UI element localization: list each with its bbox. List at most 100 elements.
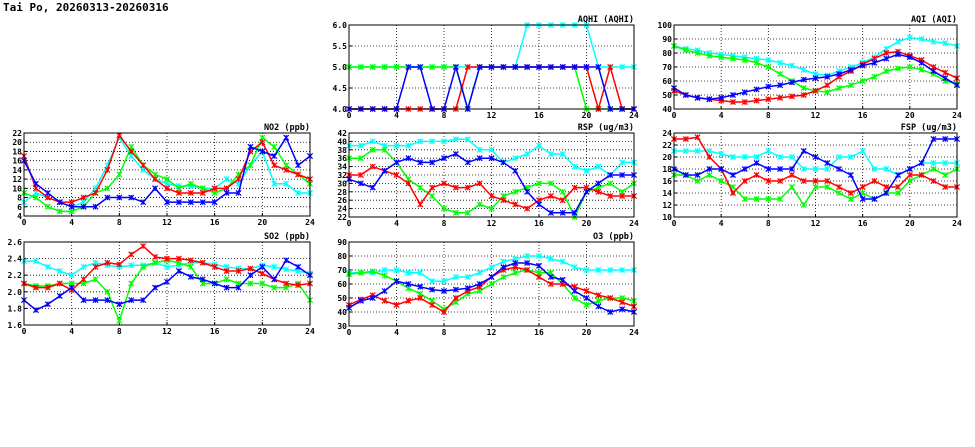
page-title: Tai Po, 20260313-20260316 bbox=[3, 1, 169, 14]
data-point bbox=[488, 146, 495, 153]
data-point bbox=[765, 63, 772, 71]
y-tick-label: 40 bbox=[662, 105, 672, 114]
data-point bbox=[571, 209, 578, 216]
data-point bbox=[80, 297, 87, 304]
data-point bbox=[283, 180, 290, 187]
data-point bbox=[741, 89, 748, 96]
data-point bbox=[417, 63, 424, 71]
data-point bbox=[393, 301, 400, 309]
plot-frame bbox=[348, 241, 635, 327]
data-point bbox=[163, 176, 171, 183]
x-tick-label: 16 bbox=[858, 111, 868, 120]
data-point bbox=[824, 73, 831, 80]
data-point bbox=[452, 273, 459, 281]
data-point bbox=[583, 294, 590, 302]
data-point bbox=[535, 142, 543, 149]
aqi-chart: 0 4 8 12 16 20 24 40 50 60 70 80 90 100 AQI (AQI) bbox=[658, 15, 962, 120]
x-tick-label: 16 bbox=[210, 218, 220, 227]
y-tick-label: 6.0 bbox=[333, 21, 348, 30]
y-tick-label: 18 bbox=[12, 147, 22, 156]
data-point bbox=[812, 177, 819, 185]
y-tick-label: 70 bbox=[662, 63, 672, 72]
data-point bbox=[595, 188, 602, 195]
y-tick-label: 60 bbox=[337, 280, 347, 289]
data-point bbox=[476, 201, 483, 208]
y-tick-label: 20 bbox=[12, 138, 22, 147]
data-point bbox=[559, 150, 566, 158]
data-point bbox=[777, 82, 784, 89]
data-point bbox=[163, 185, 171, 192]
data-point bbox=[92, 297, 99, 304]
data-point bbox=[906, 63, 913, 71]
data-point bbox=[500, 264, 507, 271]
x-tick-label: 20 bbox=[258, 218, 268, 227]
data-point bbox=[32, 284, 39, 291]
data-point bbox=[535, 63, 543, 71]
data-point bbox=[571, 264, 578, 271]
data-point bbox=[235, 189, 242, 196]
data-point bbox=[930, 177, 937, 185]
y-tick-label: 90 bbox=[662, 35, 672, 44]
fsp-chart: 0 4 8 12 16 20 24 10 12 14 16 18 20 22 24 FSP (ug/m3) bbox=[662, 123, 962, 228]
o3-chart: 0 4 8 12 16 20 24 30 40 50 60 70 80 90 O3 (ppb) bbox=[337, 232, 639, 337]
data-point bbox=[559, 258, 566, 265]
data-point bbox=[571, 63, 578, 71]
data-point bbox=[405, 297, 412, 304]
data-point bbox=[694, 49, 701, 57]
data-point bbox=[476, 63, 483, 71]
data-point bbox=[824, 159, 831, 167]
data-point bbox=[512, 167, 519, 174]
x-tick-label: 4 bbox=[69, 327, 74, 336]
y-tick-label: 5.5 bbox=[333, 42, 348, 51]
data-point bbox=[741, 56, 748, 64]
data-point bbox=[788, 183, 795, 191]
data-point bbox=[883, 55, 890, 62]
data-point bbox=[836, 189, 843, 197]
data-point bbox=[32, 194, 39, 201]
x-tick-label: 24 bbox=[629, 219, 639, 228]
data-point bbox=[942, 40, 949, 47]
data-point bbox=[765, 83, 772, 90]
y-tick-label: 5.0 bbox=[333, 63, 348, 72]
data-point bbox=[706, 52, 713, 59]
data-point bbox=[80, 276, 87, 283]
data-point bbox=[918, 66, 925, 73]
data-point bbox=[824, 89, 831, 96]
data-point bbox=[800, 177, 807, 185]
data-point bbox=[547, 150, 554, 158]
data-point bbox=[524, 188, 531, 195]
data-point bbox=[369, 163, 376, 170]
plot-frame bbox=[348, 24, 635, 110]
data-point bbox=[417, 269, 424, 276]
data-point bbox=[128, 262, 135, 269]
data-point bbox=[452, 63, 459, 71]
x-tick-label: 0 bbox=[672, 219, 677, 228]
data-point bbox=[512, 155, 519, 162]
y-tick-label: 8 bbox=[17, 194, 22, 203]
data-point bbox=[369, 294, 376, 302]
data-point bbox=[152, 176, 159, 183]
data-point bbox=[512, 259, 519, 267]
data-point bbox=[906, 165, 913, 173]
data-point bbox=[800, 147, 807, 155]
y-tick-label: 50 bbox=[662, 91, 672, 100]
data-point bbox=[211, 263, 218, 270]
data-point bbox=[393, 63, 400, 71]
data-point bbox=[682, 47, 689, 54]
data-point bbox=[128, 297, 135, 304]
data-point bbox=[152, 185, 159, 192]
data-point bbox=[800, 165, 807, 173]
data-point bbox=[930, 159, 937, 167]
data-point bbox=[259, 148, 266, 155]
data-point bbox=[559, 209, 566, 216]
data-point bbox=[619, 63, 626, 71]
data-point bbox=[381, 287, 388, 295]
data-point bbox=[788, 62, 795, 69]
data-point bbox=[753, 59, 760, 66]
data-point bbox=[741, 195, 748, 203]
data-point bbox=[800, 201, 807, 209]
data-point bbox=[211, 280, 218, 287]
data-point bbox=[524, 150, 531, 158]
data-point bbox=[512, 201, 519, 208]
data-point bbox=[777, 94, 784, 101]
